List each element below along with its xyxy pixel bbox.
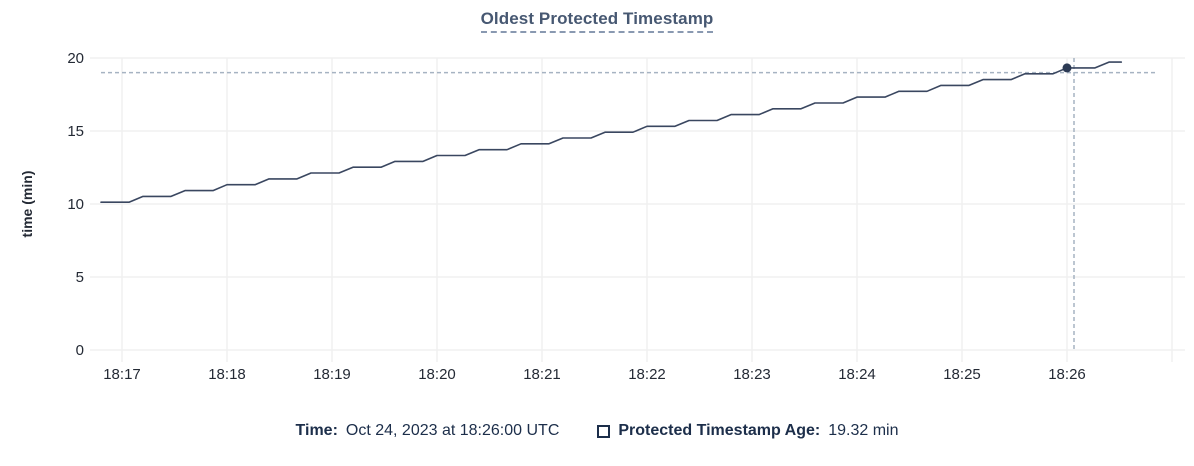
x-tick-labels: 18:17 18:18 18:19 18:20 18:21 18:22 18:23 18:24… (103, 366, 1086, 383)
svg-text:5: 5 (76, 269, 84, 286)
chart-legend: Time: Oct 24, 2023 at 18:26:00 UTC Prote… (0, 420, 1194, 442)
svg-text:15: 15 (67, 123, 84, 140)
hover-point-dot (1062, 63, 1072, 73)
svg-text:18:21: 18:21 (523, 366, 561, 383)
svg-text:18:23: 18:23 (733, 366, 771, 383)
svg-text:18:18: 18:18 (208, 366, 246, 383)
svg-text:18:20: 18:20 (418, 366, 456, 383)
series-line-protected-timestamp-age (100, 61, 1123, 203)
h-gridlines (90, 57, 1185, 351)
svg-text:20: 20 (67, 50, 84, 67)
y-axis-title: time (min) (19, 171, 35, 238)
legend-series-toggle[interactable]: Protected Timestamp Age: 19.32 min (597, 420, 898, 442)
v-gridlines (121, 58, 1173, 362)
svg-text:18:24: 18:24 (838, 366, 876, 383)
legend-time-value: Oct 24, 2023 at 18:26:00 UTC (345, 422, 560, 439)
legend-series-label: Protected Timestamp Age: (618, 422, 821, 439)
series-checkbox-icon[interactable] (597, 424, 611, 438)
legend-time-label: Time: (295, 422, 338, 439)
chart-title-row: Oldest Protected Timestamp (0, 9, 1194, 33)
svg-text:18:17: 18:17 (103, 366, 141, 383)
chart-title[interactable]: Oldest Protected Timestamp (480, 9, 714, 33)
svg-text:18:22: 18:22 (628, 366, 666, 383)
svg-text:18:19: 18:19 (313, 366, 351, 383)
legend-time-group: Time: Oct 24, 2023 at 18:26:00 UTC (296, 420, 560, 442)
svg-text:18:25: 18:25 (943, 366, 981, 383)
svg-text:10: 10 (67, 196, 84, 213)
svg-text:18:26: 18:26 (1048, 366, 1086, 383)
y-tick-labels: 0 5 10 15 20 (67, 50, 84, 359)
legend-series-value: 19.32 min (828, 422, 899, 439)
svg-text:0: 0 (76, 342, 84, 359)
